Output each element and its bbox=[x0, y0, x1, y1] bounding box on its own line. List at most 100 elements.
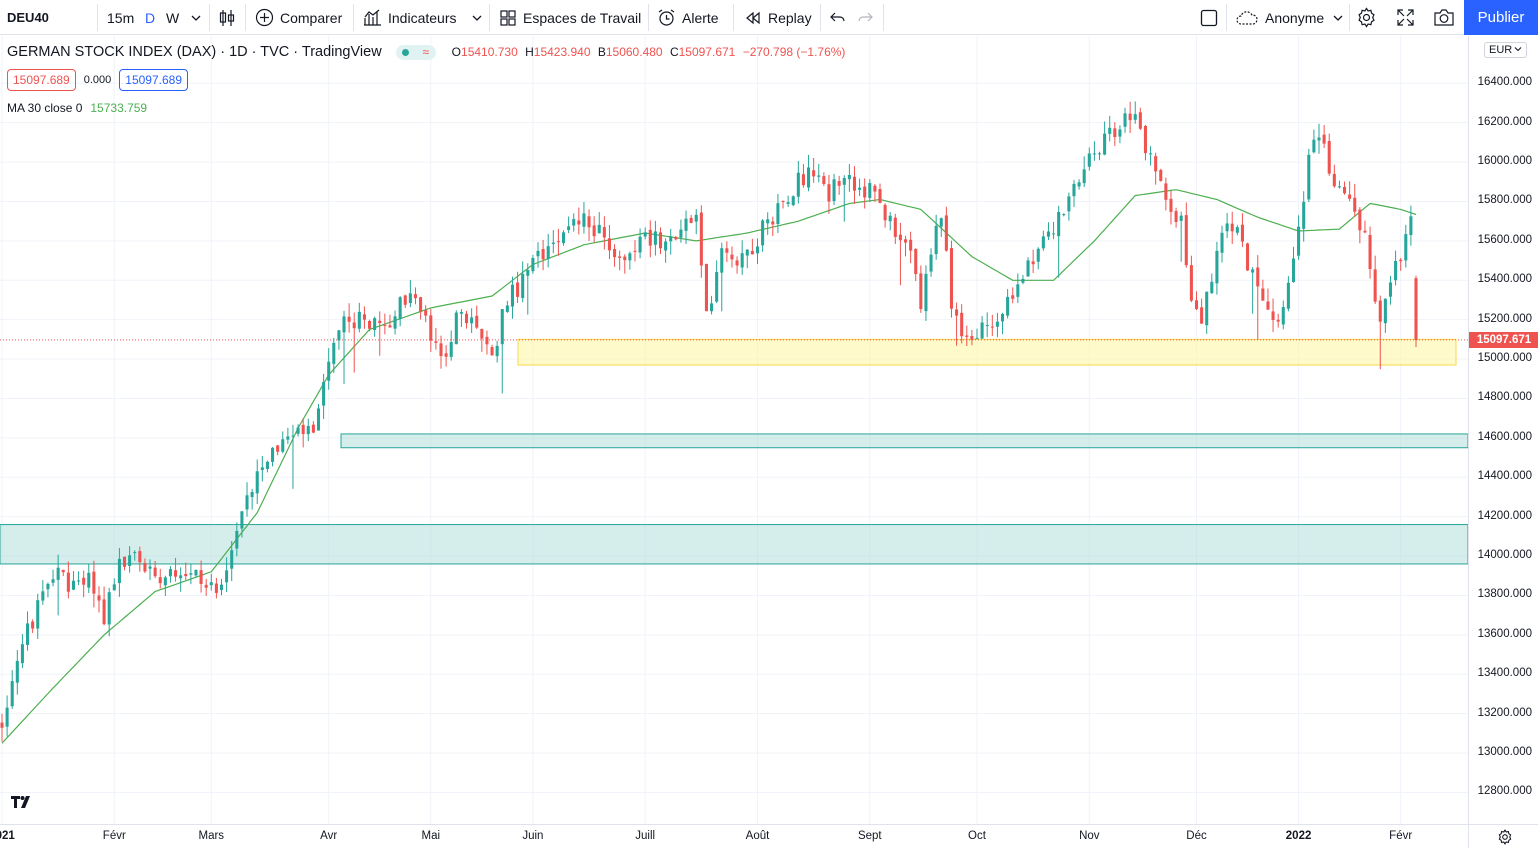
open-key: O bbox=[451, 45, 462, 59]
candle-body bbox=[1179, 215, 1183, 221]
interval-dropdown-chevron-icon[interactable] bbox=[190, 0, 202, 35]
time-axis[interactable]: 2021 Févr Mars Avr Mai Juin Juill Août Sept Oct No… bbox=[0, 824, 1468, 848]
candle-body bbox=[1373, 269, 1377, 302]
candle-body bbox=[66, 572, 70, 592]
time-tick-label: Oct bbox=[968, 830, 986, 842]
candle-body bbox=[122, 556, 127, 567]
candle-body bbox=[413, 294, 418, 299]
candle-body bbox=[1332, 173, 1336, 187]
candle-body bbox=[265, 461, 269, 470]
indicators-button[interactable]: Indicateurs bbox=[363, 0, 456, 35]
candle-body bbox=[1000, 313, 1005, 322]
user-menu-button[interactable]: Anonyme bbox=[1235, 0, 1344, 35]
buy-price-button[interactable]: 15097.689 bbox=[119, 69, 188, 91]
compare-label: Comparer bbox=[280, 9, 343, 26]
candle-body bbox=[393, 316, 397, 329]
toolbar-divider bbox=[1349, 4, 1350, 31]
sell-price-button[interactable]: 15097.689 bbox=[7, 69, 76, 91]
candle-body bbox=[536, 250, 540, 257]
candle-body bbox=[577, 220, 581, 225]
indicators-chevron-icon[interactable] bbox=[471, 0, 483, 35]
publish-button[interactable]: Publier bbox=[1464, 0, 1538, 35]
chart-settings-corner[interactable] bbox=[1468, 824, 1538, 848]
candle-body bbox=[429, 315, 433, 341]
candle-body bbox=[1108, 127, 1112, 134]
candle-body bbox=[464, 313, 469, 324]
price-tick-label: 13600.000 bbox=[1477, 627, 1532, 640]
candle-body bbox=[1235, 227, 1239, 233]
interval-15m-button[interactable]: 15m bbox=[107, 0, 134, 35]
symbol-title[interactable]: GERMAN STOCK INDEX (DAX) · 1D · TVC · Tr… bbox=[7, 44, 382, 60]
candle-body bbox=[791, 196, 795, 206]
candle-body bbox=[934, 225, 938, 255]
candle-body bbox=[832, 179, 836, 202]
compare-button[interactable]: Comparer bbox=[255, 0, 342, 35]
candle-body bbox=[36, 600, 40, 629]
currency-selector[interactable]: EUR bbox=[1484, 42, 1528, 58]
time-tick-label: Févr bbox=[1389, 830, 1413, 842]
settings-gear-icon[interactable] bbox=[1497, 829, 1513, 848]
undo-icon[interactable] bbox=[829, 0, 846, 35]
high-value: 15423.940 bbox=[533, 45, 591, 59]
candle-body bbox=[1363, 230, 1367, 233]
candle-body bbox=[858, 187, 862, 190]
ma-label: MA 30 close 0 bbox=[7, 101, 83, 115]
time-tick-label: Mai bbox=[421, 830, 441, 842]
candle-body bbox=[46, 583, 50, 590]
redo-icon[interactable] bbox=[857, 0, 874, 35]
candle-body bbox=[337, 330, 341, 341]
candle-body bbox=[61, 569, 65, 573]
price-chart[interactable] bbox=[0, 36, 1468, 824]
candle-body bbox=[255, 471, 259, 494]
candle-body bbox=[209, 582, 213, 586]
candle-body bbox=[219, 584, 224, 591]
candle-body bbox=[133, 552, 137, 554]
settings-gear-icon[interactable] bbox=[1356, 0, 1377, 35]
toolbar-divider bbox=[209, 4, 210, 31]
candle-body bbox=[1348, 194, 1352, 199]
candle-body bbox=[1337, 186, 1341, 188]
candle-body bbox=[332, 342, 336, 364]
candle-body bbox=[556, 241, 560, 243]
tradingview-logo[interactable] bbox=[10, 794, 34, 814]
candle-body bbox=[1097, 153, 1102, 155]
ma-legend[interactable]: MA 30 close 0 15733.759 bbox=[7, 101, 147, 115]
candle-body bbox=[863, 186, 867, 198]
chevron-down-icon bbox=[1332, 12, 1344, 24]
price-tick-label: 13000.000 bbox=[1477, 746, 1532, 759]
candle-body bbox=[914, 248, 918, 275]
symbol-search[interactable]: DEU40 bbox=[7, 0, 49, 35]
candle-body bbox=[628, 253, 632, 261]
chart-pane[interactable]: GERMAN STOCK INDEX (DAX) · 1D · TVC · Tr… bbox=[0, 36, 1468, 824]
camera-snapshot-icon[interactable] bbox=[1433, 0, 1455, 35]
candle-body bbox=[745, 249, 749, 256]
fullscreen-icon[interactable] bbox=[1396, 0, 1415, 35]
candle-body bbox=[1251, 269, 1255, 273]
interval-d-button[interactable]: D bbox=[145, 0, 155, 35]
alert-button[interactable]: Alerte bbox=[657, 0, 719, 35]
price-tick-label: 15600.000 bbox=[1477, 233, 1532, 246]
price-axis[interactable]: EUR 12800.000 13000.000 13200.000 13400.000… bbox=[1468, 36, 1538, 824]
candle-body bbox=[505, 305, 509, 312]
candle-body bbox=[852, 176, 857, 191]
candle-body bbox=[276, 445, 280, 452]
candle-style-icon[interactable] bbox=[217, 0, 237, 35]
candle-body bbox=[847, 174, 851, 180]
candle-body bbox=[1276, 319, 1280, 322]
candle-body bbox=[82, 577, 86, 585]
price-tick-label: 14800.000 bbox=[1477, 391, 1532, 404]
workspaces-button[interactable]: Espaces de Travail bbox=[499, 0, 641, 35]
candle-body bbox=[909, 239, 913, 251]
replay-button[interactable]: Replay bbox=[744, 0, 812, 35]
workspaces-label: Espaces de Travail bbox=[523, 9, 642, 26]
candle-body bbox=[77, 580, 81, 582]
layout-square-icon[interactable] bbox=[1199, 0, 1219, 35]
change-value: −270.798 (−1.76%) bbox=[742, 45, 846, 59]
candle-body bbox=[669, 236, 673, 242]
candle-body bbox=[408, 293, 412, 304]
indicators-icon bbox=[363, 8, 382, 27]
interval-w-button[interactable]: W bbox=[166, 0, 179, 35]
toolbar-divider bbox=[648, 4, 649, 31]
candle-body bbox=[903, 239, 908, 243]
candle-body bbox=[480, 329, 484, 339]
